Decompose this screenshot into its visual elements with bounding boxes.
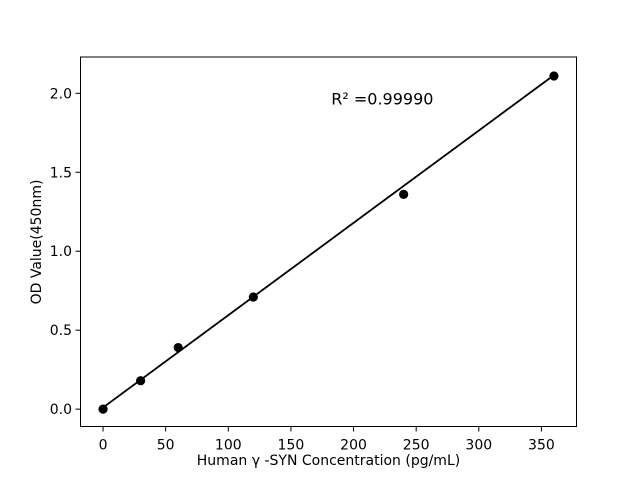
plot-area [80, 56, 577, 427]
x-tick-label: 250 [403, 438, 430, 454]
x-tick-label: 100 [215, 438, 242, 454]
fit-line [102, 74, 555, 409]
data-point [399, 189, 409, 199]
r-squared-annotation: R² =0.99990 [331, 89, 433, 108]
y-tick-label: 0.5 [50, 323, 72, 339]
data-point [248, 292, 258, 302]
x-tick-label: 200 [340, 438, 367, 454]
x-tick-label: 300 [465, 438, 492, 454]
x-tick-label: 0 [99, 438, 108, 454]
y-tick-label: 2.0 [50, 86, 72, 102]
data-point [136, 376, 146, 386]
y-tick-label: 1.0 [50, 244, 72, 260]
x-tick-label: 50 [157, 438, 175, 454]
data-point [98, 404, 108, 414]
data-point [173, 342, 183, 353]
x-tick-label: 150 [278, 438, 305, 454]
x-axis-label: Human γ -SYN Concentration (pg/mL) [197, 453, 460, 469]
data-point [549, 71, 559, 81]
y-tick-label: 0.0 [50, 402, 72, 418]
y-tick-label: 1.5 [50, 165, 72, 181]
x-tick-label: 350 [528, 438, 555, 454]
y-axis-label: OD Value(450nm) [29, 180, 45, 305]
